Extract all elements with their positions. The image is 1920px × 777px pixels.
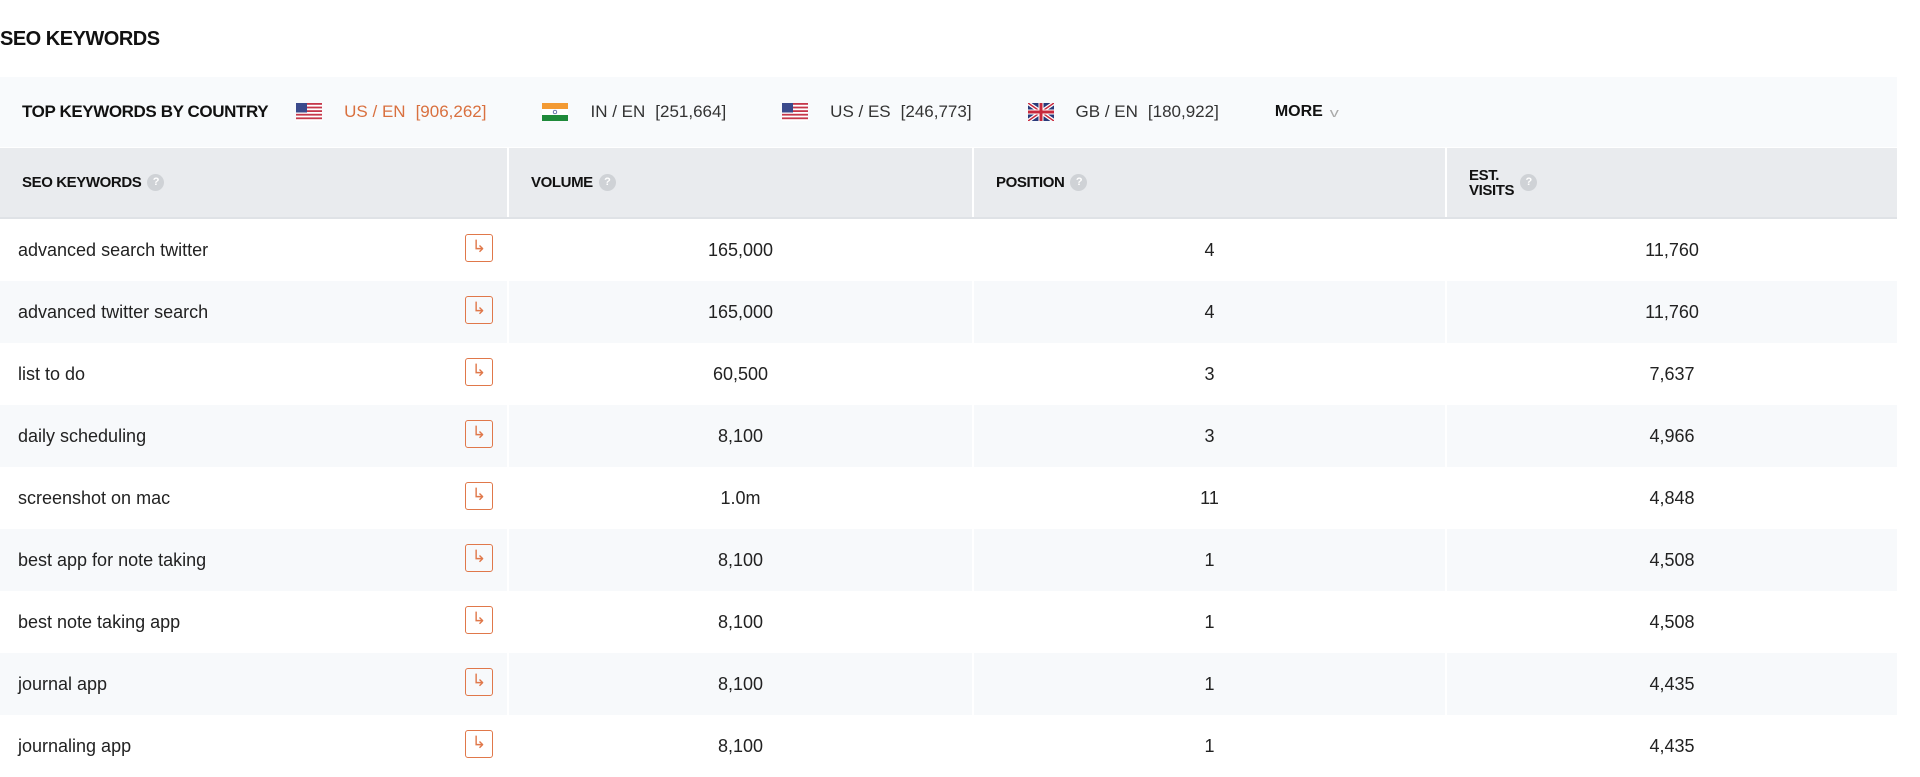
country-count: [906,262] bbox=[415, 102, 487, 121]
table-row: daily scheduling ↳ 8,100 3 4,966 bbox=[0, 405, 1897, 467]
visits-cell: 4,435 bbox=[1649, 735, 1695, 756]
open-keyword-icon[interactable]: ↳ bbox=[465, 296, 493, 324]
volume-cell: 60,500 bbox=[508, 343, 974, 405]
help-icon[interactable]: ? bbox=[598, 174, 616, 192]
table-row: screenshot on mac ↳ 1.0m 11 4,848 bbox=[0, 467, 1897, 529]
keyword-cell: journaling app ↳ bbox=[0, 715, 509, 777]
visits-cell: 4,508 bbox=[1649, 611, 1695, 632]
visits-cell: 11,760 bbox=[1645, 239, 1699, 260]
open-keyword-icon[interactable]: ↳ bbox=[465, 544, 493, 572]
country-count: [246,773] bbox=[900, 102, 972, 121]
open-keyword-icon[interactable]: ↳ bbox=[465, 668, 493, 696]
keyword-link[interactable]: best note taking app bbox=[18, 611, 181, 632]
keyword-cell: list to do ↳ bbox=[0, 343, 509, 405]
country-bar: TOP KEYWORDS BY COUNTRY US / EN [906,262]… bbox=[0, 77, 1897, 147]
header-volume[interactable]: VOLUME? bbox=[508, 148, 974, 219]
volume-cell: 8,100 bbox=[508, 653, 974, 715]
page-title: SEO KEYWORDS bbox=[0, 28, 160, 50]
open-keyword-icon[interactable]: ↳ bbox=[465, 730, 493, 758]
keyword-cell: screenshot on mac ↳ bbox=[0, 467, 509, 529]
position-cell: 3 bbox=[973, 405, 1447, 467]
table-header-row: SEO KEYWORDS? VOLUME? POSITION? EST. VISI… bbox=[0, 148, 1897, 219]
keyword-link[interactable]: best app for note taking bbox=[18, 549, 207, 570]
india-flag-icon bbox=[542, 103, 569, 121]
visits-cell: 4,966 bbox=[1446, 405, 1897, 467]
chevron-down-icon: v bbox=[1329, 104, 1339, 120]
table-row: best note taking app ↳ 8,100 1 4,508 bbox=[0, 591, 1897, 653]
keyword-link[interactable]: advanced search twitter bbox=[18, 239, 209, 260]
keyword-link[interactable]: screenshot on mac bbox=[18, 487, 171, 508]
volume-cell: 165,000 bbox=[508, 218, 974, 281]
visits-cell: 7,637 bbox=[1649, 363, 1695, 384]
keyword-link[interactable]: list to do bbox=[18, 363, 86, 384]
country-code: US / ES bbox=[830, 102, 891, 121]
table-row: advanced search twitter ↳ 165,000 4 11,760 bbox=[0, 218, 1897, 281]
more-label: MORE bbox=[1274, 103, 1323, 120]
help-icon[interactable]: ? bbox=[1520, 174, 1538, 191]
volume-cell: 165,000 bbox=[508, 281, 974, 343]
keyword-cell: journal app ↳ bbox=[0, 653, 509, 715]
position-cell: 1 bbox=[973, 591, 1447, 653]
table-row: best app for note taking ↳ 8,100 1 4,508 bbox=[0, 529, 1897, 591]
position-cell: 1 bbox=[973, 715, 1447, 777]
visits-cell: 4,435 bbox=[1446, 653, 1897, 715]
keyword-cell: advanced twitter search ↳ bbox=[0, 281, 509, 343]
open-keyword-icon[interactable]: ↳ bbox=[465, 606, 493, 634]
country-code: US / EN bbox=[344, 102, 406, 121]
position-cell: 4 bbox=[973, 218, 1447, 281]
help-icon[interactable]: ? bbox=[147, 174, 165, 192]
header-keyword[interactable]: SEO KEYWORDS? bbox=[0, 148, 509, 219]
keyword-cell: advanced search twitter ↳ bbox=[0, 218, 509, 281]
volume-cell: 8,100 bbox=[508, 591, 974, 653]
country-tab-0[interactable]: US / EN [906,262] bbox=[296, 102, 486, 122]
country-tab-3[interactable]: GB / EN [180,922] bbox=[1026, 101, 1219, 123]
header-est-visits[interactable]: EST. VISITS? bbox=[1446, 148, 1897, 219]
position-cell: 4 bbox=[973, 281, 1447, 343]
position-cell: 3 bbox=[973, 343, 1447, 405]
keyword-cell: daily scheduling ↳ bbox=[0, 405, 509, 467]
more-dropdown[interactable]: MORE v bbox=[1274, 103, 1339, 121]
us-flag-icon bbox=[782, 103, 809, 121]
table-row: list to do ↳ 60,500 3 7,637 bbox=[0, 343, 1897, 405]
help-icon[interactable]: ? bbox=[1070, 174, 1088, 192]
visits-cell: 4,508 bbox=[1446, 529, 1897, 591]
country-count: [180,922] bbox=[1147, 102, 1219, 121]
keyword-link[interactable]: daily scheduling bbox=[18, 425, 147, 446]
table-row: journal app ↳ 8,100 1 4,435 bbox=[0, 653, 1897, 715]
keyword-cell: best note taking app ↳ bbox=[0, 591, 509, 653]
visits-cell: 11,760 bbox=[1446, 281, 1897, 343]
keyword-link[interactable]: journal app bbox=[18, 673, 108, 694]
open-keyword-icon[interactable]: ↳ bbox=[465, 234, 493, 262]
uk-flag-icon bbox=[1026, 101, 1055, 123]
keyword-cell: best app for note taking ↳ bbox=[0, 529, 509, 591]
volume-cell: 8,100 bbox=[508, 529, 974, 591]
position-cell: 11 bbox=[973, 467, 1447, 529]
table-row: journaling app ↳ 8,100 1 4,435 bbox=[0, 715, 1897, 777]
country-code: IN / EN bbox=[590, 102, 646, 121]
volume-cell: 8,100 bbox=[508, 405, 974, 467]
us-flag-icon bbox=[296, 103, 323, 121]
keywords-table: SEO KEYWORDS? VOLUME? POSITION? EST. VISI… bbox=[0, 148, 1897, 777]
header-position[interactable]: POSITION? bbox=[973, 148, 1447, 219]
open-keyword-icon[interactable]: ↳ bbox=[465, 420, 493, 448]
open-keyword-icon[interactable]: ↳ bbox=[465, 482, 493, 510]
position-cell: 1 bbox=[973, 653, 1447, 715]
volume-cell: 8,100 bbox=[508, 715, 974, 777]
country-bar-label: TOP KEYWORDS BY COUNTRY bbox=[22, 102, 269, 121]
keyword-link[interactable]: advanced twitter search bbox=[18, 301, 209, 322]
country-tab-2[interactable]: US / ES [246,773] bbox=[782, 102, 972, 122]
table-row: advanced twitter search ↳ 165,000 4 11,760 bbox=[0, 281, 1897, 343]
country-tab-1[interactable]: IN / EN [251,664] bbox=[542, 102, 726, 122]
keyword-link[interactable]: journaling app bbox=[18, 735, 132, 756]
country-code: GB / EN bbox=[1075, 102, 1138, 121]
volume-cell: 1.0m bbox=[508, 467, 974, 529]
visits-cell: 4,848 bbox=[1649, 487, 1695, 508]
country-count: [251,664] bbox=[655, 102, 727, 121]
open-keyword-icon[interactable]: ↳ bbox=[465, 358, 493, 386]
position-cell: 1 bbox=[973, 529, 1447, 591]
